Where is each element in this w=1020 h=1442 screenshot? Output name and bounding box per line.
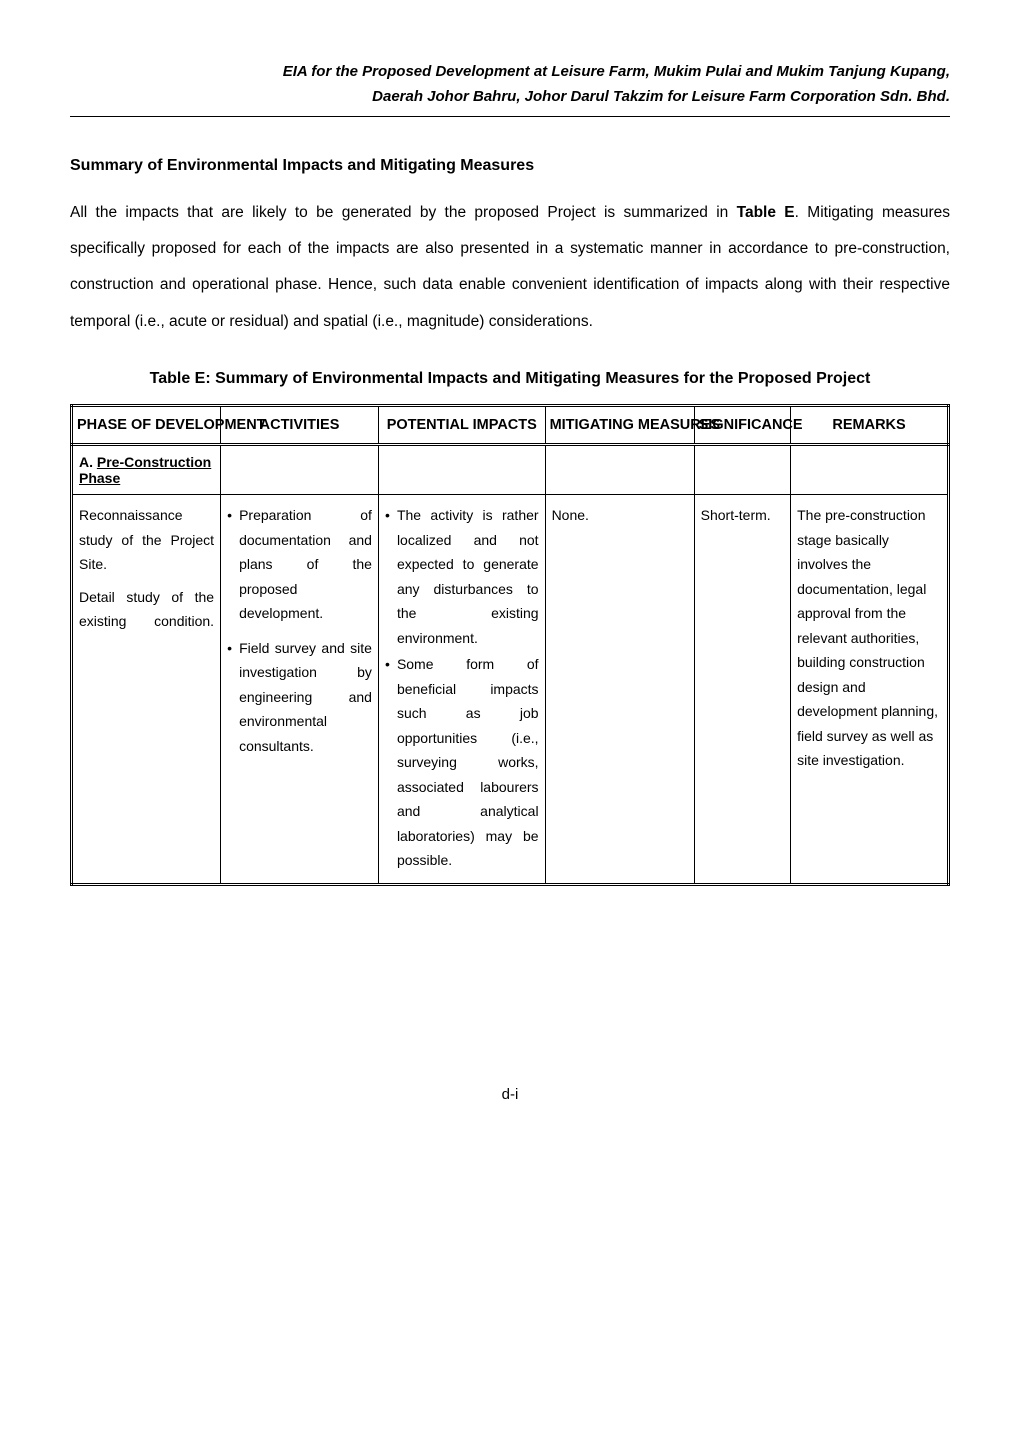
document-header: EIA for the Proposed Development at Leis… (70, 60, 950, 110)
header-line-2: Daerah Johor Bahru, Johor Darul Takzim f… (372, 88, 950, 105)
empty-cell (694, 445, 790, 495)
empty-cell (791, 445, 949, 495)
th-significance: SIGNIFICANCE (694, 406, 790, 445)
intro-text-1: All the impacts that are likely to be ge… (70, 204, 737, 221)
header-line-1: EIA for the Proposed Development at Leis… (283, 63, 950, 80)
th-impacts: POTENTIAL IMPACTS (378, 406, 545, 445)
activity-item: Preparation of documentation and plans o… (227, 503, 372, 626)
phase-item-2: Detail study of the existing condition. (79, 585, 214, 634)
cell-activities: Preparation of documentation and plans o… (221, 495, 379, 885)
section-heading: Summary of Environmental Impacts and Mit… (70, 157, 950, 175)
cell-impacts: The activity is rather localized and not… (378, 495, 545, 885)
cell-remarks: The pre-construction stage basically inv… (791, 495, 949, 885)
empty-cell (378, 445, 545, 495)
th-phase: PHASE OF DEVELOPMENT (72, 406, 221, 445)
intro-paragraph: All the impacts that are likely to be ge… (70, 195, 950, 341)
cell-significance: Short-term. (694, 495, 790, 885)
activity-item: Field survey and site investigation by e… (227, 636, 372, 759)
table-caption: Table E: Summary of Environmental Impact… (70, 370, 950, 388)
phase-heading-cell: A. Pre-Construction Phase (72, 445, 221, 495)
phase-prefix: A. (79, 454, 97, 470)
th-remarks: REMARKS (791, 406, 949, 445)
empty-cell (221, 445, 379, 495)
impacts-table: PHASE OF DEVELOPMENT ACTIVITIES POTENTIA… (70, 404, 950, 886)
page-footer: d-i (70, 1086, 950, 1103)
impact-item: Some form of beneficial impacts such as … (385, 652, 539, 873)
cell-phase: Reconnaissance study of the Project Site… (72, 495, 221, 885)
phase-label: Pre-Construction Phase (79, 454, 211, 486)
impact-item: The activity is rather localized and not… (385, 503, 539, 650)
empty-cell (545, 445, 694, 495)
th-mitigating: MITIGATING MEASURES (545, 406, 694, 445)
table-header-row: PHASE OF DEVELOPMENT ACTIVITIES POTENTIA… (72, 406, 949, 445)
intro-text-2: . Mitigating measures specifically propo… (70, 204, 950, 330)
header-rule (70, 116, 950, 117)
intro-bold: Table E (737, 204, 795, 221)
table-row: Reconnaissance study of the Project Site… (72, 495, 949, 885)
cell-mitigating: None. (545, 495, 694, 885)
phase-item-1: Reconnaissance study of the Project Site… (79, 503, 214, 577)
phase-heading-row: A. Pre-Construction Phase (72, 445, 949, 495)
